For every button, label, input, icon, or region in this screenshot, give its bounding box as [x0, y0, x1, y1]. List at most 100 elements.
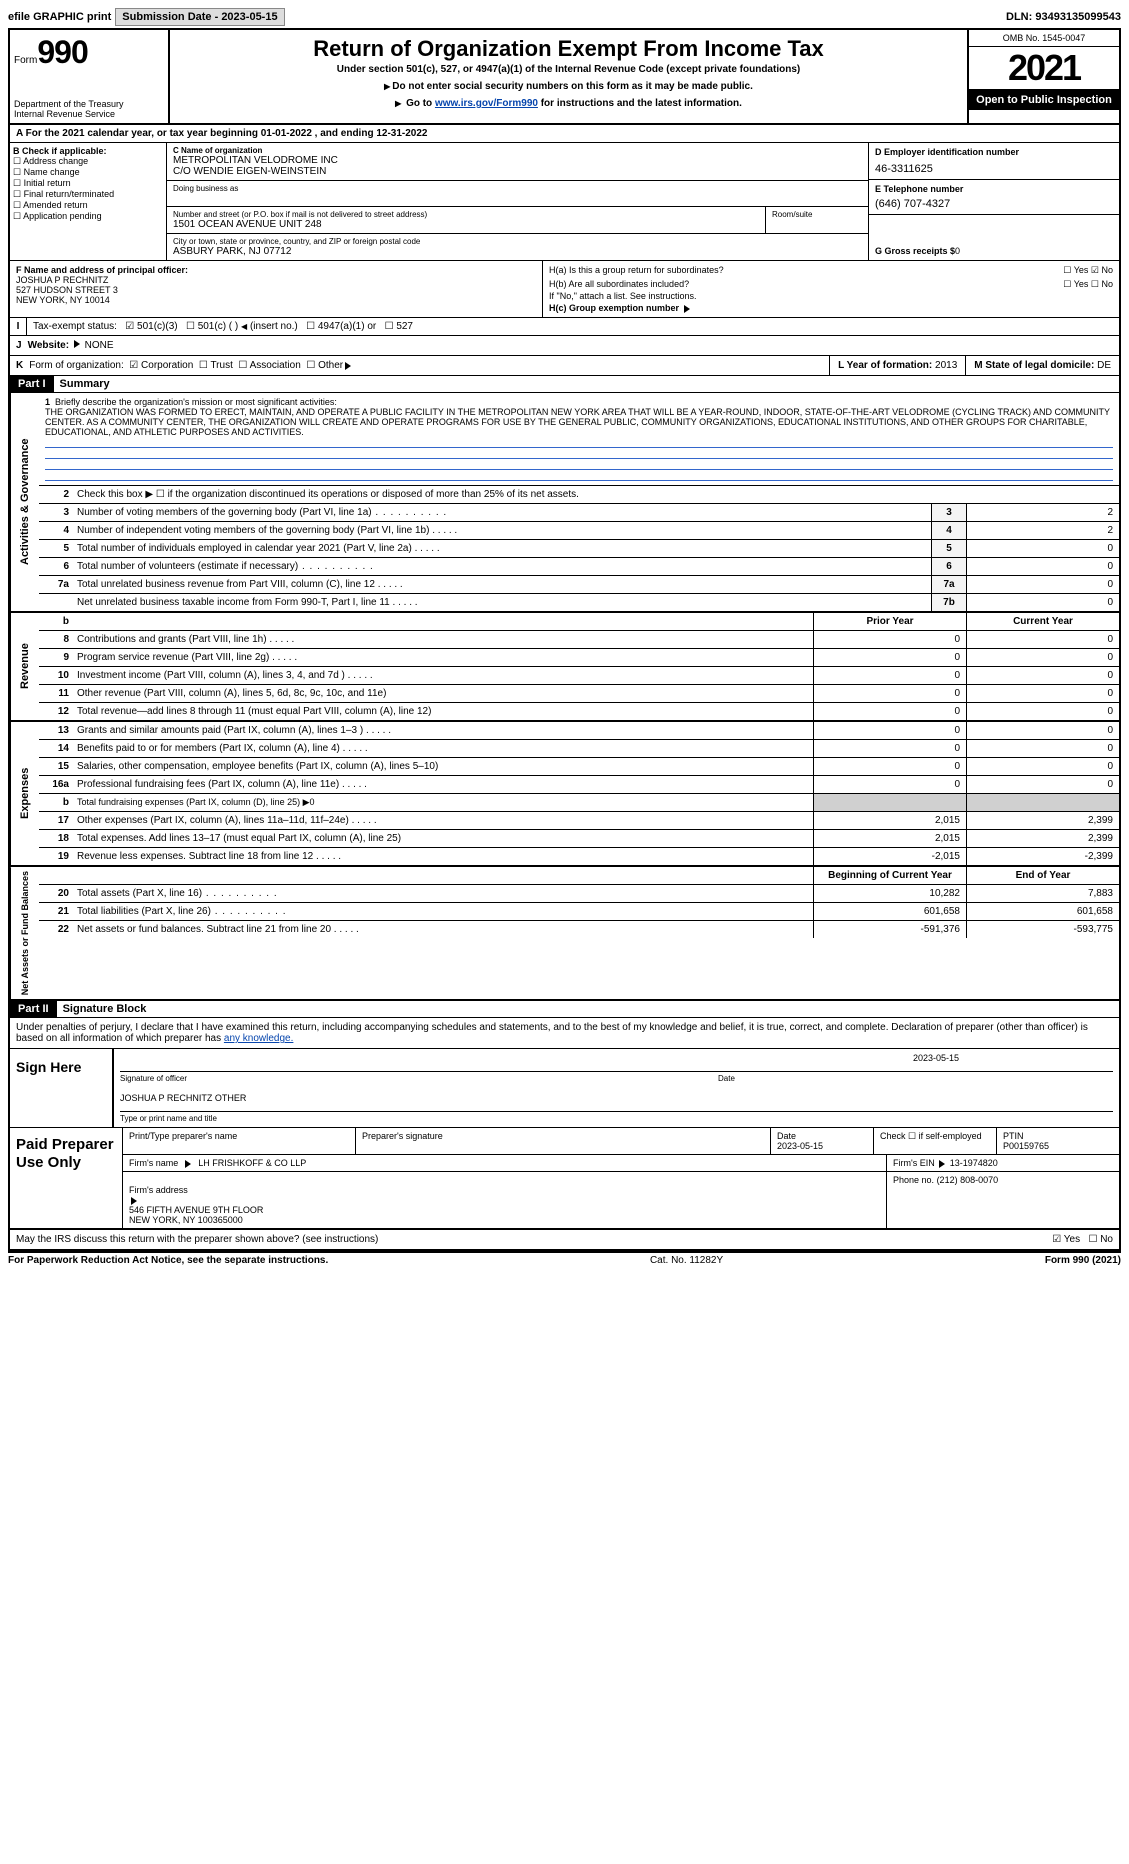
lbl-city: City or town, state or province, country…: [173, 237, 862, 246]
line-8: Contributions and grants (Part VIII, lin…: [77, 634, 267, 645]
officer-typed-name: JOSHUA P RECHNITZ OTHER: [120, 1093, 1113, 1111]
chk-501c3[interactable]: 501(c)(3): [125, 321, 177, 332]
part2-header-row: Part II Signature Block: [10, 1001, 1119, 1018]
lbl-self-employed[interactable]: Check ☐ if self-employed: [880, 1131, 990, 1142]
line-20: Total assets (Part X, line 16): [77, 888, 202, 899]
row-a-tax-year: A For the 2021 calendar year, or tax yea…: [10, 125, 1119, 143]
gross-receipts-value: 0: [955, 246, 960, 256]
hb-no[interactable]: No: [1091, 279, 1113, 289]
hb-yes[interactable]: Yes: [1063, 279, 1088, 289]
row-k: K Form of organization: Corporation Trus…: [10, 356, 1119, 376]
cy-22: -593,775: [966, 921, 1119, 938]
instr-ssn: Do not enter social security numbers on …: [392, 81, 753, 92]
section-governance: Activities & Governance 1 Briefly descri…: [10, 393, 1119, 613]
line-18: Total expenses. Add lines 13–17 (must eq…: [77, 833, 401, 844]
line-4: Number of independent voting members of …: [77, 525, 429, 536]
org-street: 1501 OCEAN AVENUE UNIT 248: [173, 219, 759, 230]
cy-16b: [966, 794, 1119, 811]
form-frame: Form990 Department of the Treasury Inter…: [8, 28, 1121, 1253]
may-yes[interactable]: Yes: [1052, 1234, 1080, 1245]
chk-application-pending[interactable]: Application pending: [13, 211, 163, 222]
chk-trust[interactable]: Trust: [199, 360, 233, 371]
any-knowledge-link[interactable]: any knowledge.: [224, 1033, 294, 1044]
lbl-preparer-sig: Preparer's signature: [362, 1131, 764, 1141]
lbl-room: Room/suite: [772, 210, 862, 219]
mission-text: THE ORGANIZATION WAS FORMED TO ERECT, MA…: [45, 407, 1110, 437]
hb-note: If "No," attach a list. See instructions…: [549, 291, 1113, 301]
paid-preparer-label: Paid Preparer Use Only: [10, 1128, 122, 1228]
cy-16a: 0: [966, 776, 1119, 793]
tab-governance: Activities & Governance: [10, 393, 39, 611]
chk-corporation[interactable]: Corporation: [129, 360, 193, 371]
cy-11: 0: [966, 685, 1119, 702]
firm-name: LH FRISHKOFF & CO LLP: [198, 1158, 306, 1168]
phone-value: (646) 707-4327: [875, 198, 1113, 210]
lbl-ptin: PTIN: [1003, 1131, 1113, 1141]
line-2: Check this box ▶ ☐ if the organization d…: [73, 486, 1119, 503]
line-5: Total number of individuals employed in …: [77, 543, 412, 554]
chk-initial-return[interactable]: Initial return: [13, 178, 163, 189]
dln-label: DLN: 93493135099543: [1006, 11, 1121, 23]
py-10: 0: [813, 667, 966, 684]
line-14: Benefits paid to or for members (Part IX…: [77, 743, 340, 754]
val-4: 2: [966, 522, 1119, 539]
footer-row: For Paperwork Reduction Act Notice, see …: [8, 1253, 1121, 1268]
arrow-icon: [345, 362, 351, 370]
py-13: 0: [813, 722, 966, 739]
sign-here-label: Sign Here: [10, 1049, 112, 1127]
line-16b: Total fundraising expenses (Part IX, col…: [77, 797, 315, 807]
lbl-ein: D Employer identification number: [875, 147, 1113, 157]
arrow-icon: [684, 305, 690, 313]
lbl-year-formation: L Year of formation:: [838, 360, 932, 371]
py-21: 601,658: [813, 903, 966, 920]
dept-treasury: Department of the Treasury Internal Reve…: [14, 99, 164, 119]
entity-grid: B Check if applicable: Address change Na…: [10, 143, 1119, 261]
lbl-form-org: Form of organization:: [29, 360, 124, 371]
row-j-label: J: [16, 340, 22, 351]
ha-yes[interactable]: Yes: [1063, 265, 1088, 275]
ha-no[interactable]: No: [1091, 265, 1113, 275]
cy-18: 2,399: [966, 830, 1119, 847]
org-co: C/O WENDIE EIGEN-WEINSTEIN: [173, 166, 862, 177]
state-domicile: DE: [1097, 360, 1111, 371]
section-net-assets: Net Assets or Fund Balances Beginning of…: [10, 867, 1119, 1001]
lbl-officer: F Name and address of principal officer:: [16, 265, 188, 275]
chk-other[interactable]: Other: [306, 360, 343, 371]
lbl-hc: H(c) Group exemption number: [549, 303, 679, 313]
val-3: 2: [966, 504, 1119, 521]
py-9: 0: [813, 649, 966, 666]
chk-association[interactable]: Association: [238, 360, 300, 371]
cy-17: 2,399: [966, 812, 1119, 829]
ptin-value: P00159765: [1003, 1141, 1113, 1151]
val-7a: 0: [966, 576, 1119, 593]
lbl-ha: H(a) Is this a group return for subordin…: [549, 265, 724, 275]
signature-block: Under penalties of perjury, I declare th…: [10, 1018, 1119, 1251]
chk-address-change[interactable]: Address change: [13, 156, 163, 167]
chk-501c[interactable]: 501(c) ( ): [186, 321, 238, 332]
cy-19: -2,399: [966, 848, 1119, 865]
py-12: 0: [813, 703, 966, 720]
irs-link[interactable]: www.irs.gov/Form990: [435, 98, 538, 109]
may-no[interactable]: No: [1088, 1234, 1113, 1245]
chk-4947[interactable]: 4947(a)(1) or: [306, 321, 376, 332]
part2-title: Signature Block: [57, 1001, 153, 1017]
chk-name-change[interactable]: Name change: [13, 167, 163, 178]
form-word: Form: [14, 55, 37, 66]
box-c: C Name of organization METROPOLITAN VELO…: [167, 143, 868, 260]
lbl-firm-addr: Firm's address: [129, 1185, 188, 1195]
chk-amended-return[interactable]: Amended return: [13, 200, 163, 211]
line-11: Other revenue (Part VIII, column (A), li…: [77, 688, 386, 699]
org-name: METROPOLITAN VELODROME INC: [173, 155, 862, 166]
line-13: Grants and similar amounts paid (Part IX…: [77, 725, 363, 736]
part1-title: Summary: [54, 376, 116, 392]
line-6: Total number of volunteers (estimate if …: [77, 561, 298, 572]
cy-12: 0: [966, 703, 1119, 720]
submission-date-button[interactable]: Submission Date - 2023-05-15: [115, 8, 284, 26]
chk-final-return[interactable]: Final return/terminated: [13, 189, 163, 200]
line-7a: Total unrelated business revenue from Pa…: [77, 579, 375, 590]
row-i: I Tax-exempt status: 501(c)(3) 501(c) ( …: [10, 318, 1119, 336]
py-8: 0: [813, 631, 966, 648]
chk-527[interactable]: 527: [385, 321, 413, 332]
tab-expenses: Expenses: [10, 722, 39, 865]
cy-13: 0: [966, 722, 1119, 739]
